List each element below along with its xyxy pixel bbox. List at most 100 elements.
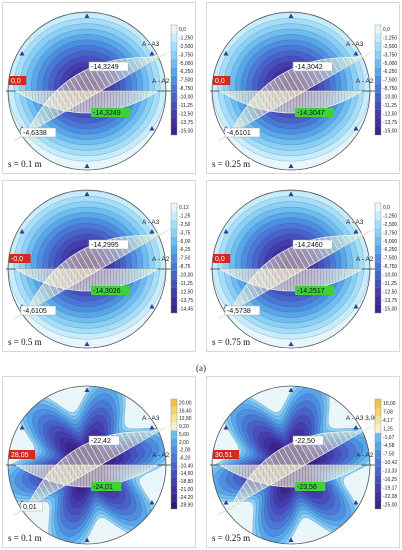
legend-tick-label: 10,00 (383, 401, 396, 407)
value-tag-red: 0,0 (9, 76, 27, 85)
value-tag-max: -14,2995 (88, 239, 129, 250)
svg-text:-14,2517: -14,2517 (297, 288, 325, 295)
legend-tick-label: -7,500 (179, 78, 193, 84)
legend-tick-label: -13,33 (383, 469, 397, 475)
svg-text:-14,3249: -14,3249 (91, 64, 119, 71)
legend-tick-label: -22,08 (383, 494, 397, 500)
legend-tick-label: -6,250 (383, 247, 397, 253)
label-a-a2: A - A2 (356, 78, 374, 85)
contour-panel-3: A - A3 A - A2 -0,0 -14,2995 -14,3026 -4,6105 0… (2, 180, 196, 352)
color-legend: 0,0 -1,250 -2,500 -3,750 -5,000 -6,250 -7,500 -… (374, 202, 397, 314)
legend-tick-label: -21,00 (179, 487, 193, 493)
svg-text:30,51: 30,51 (215, 452, 233, 459)
value-tag-left: -4,6101 (224, 127, 261, 138)
label-a-a2: A - A2 (356, 452, 374, 459)
legend-tick-label: -11,25 (179, 281, 193, 287)
section-diagram-a3 (217, 228, 375, 320)
legend-tick-label: -2,500 (383, 222, 397, 228)
value-tag-max: -14,2460 (292, 239, 333, 250)
contour-plot: A - A3 A - A2 0,0 -14,3249 -14,3249 -4,6338 0,… (6, 11, 193, 171)
legend-tick-label: -3,75 (179, 230, 191, 236)
value-tag-left: -4,6338 (20, 127, 57, 138)
legend-tick-label: 9,20 (179, 424, 189, 430)
value-tag-red: -0,0 (9, 254, 31, 263)
svg-text:-22,42: -22,42 (91, 438, 111, 445)
legend-tick-label: 7,08 (383, 409, 393, 415)
legend-tick-label: -15,00 (383, 306, 397, 312)
legend-tick-label: -10,40 (179, 463, 193, 469)
legend-tick-label: -5,000 (383, 61, 397, 67)
value-tag-max: -22,42 (88, 435, 120, 446)
displacement-label: s = 0.5 m (7, 337, 43, 347)
svg-text:-14,2460: -14,2460 (295, 242, 323, 249)
contour-plot: A - A3 3,00 A - A2 30,51 -22,50 -23,56 10,00 7… (210, 385, 397, 545)
legend-tick-label: -3,750 (179, 52, 193, 58)
legend-tick-label: -4,58 (383, 443, 395, 449)
legend-tick-label: -11,25 (383, 281, 397, 287)
legend-tick-label: -19,17 (383, 486, 397, 492)
legend-tick-label: -12,50 (383, 112, 397, 118)
legend-tick-label: -28,90 (179, 503, 193, 509)
legend-tick-label: -5,000 (383, 239, 397, 245)
contour-plot: A - A3 A - A2 28,05 -22,42 -24,01 0,01 20,0016… (6, 385, 193, 545)
legend-tick-label: -7,50 (383, 452, 395, 458)
legend-tick-label: -7,500 (383, 78, 397, 84)
value-tag-green: -23,56 (295, 482, 326, 491)
legend-tick-label: -6,250 (179, 69, 193, 75)
legend-tick-label: 1,25 (383, 426, 393, 432)
contour-plot: A - A3 A - A2 0,0 -14,2460 -14,2517 -4,5738 0,… (210, 189, 397, 349)
label-a-a3: A - A3 (142, 415, 160, 422)
legend-tick-label: -7,50 (179, 256, 191, 262)
svg-text:28,05: 28,05 (11, 452, 29, 459)
value-tag-red: 0,0 (213, 254, 231, 263)
legend-tick-label: 0,0 (179, 27, 186, 33)
value-tag-green: -14,3249 (91, 108, 131, 117)
contour-plot: A - A3 A - A2 -0,0 -14,2995 -14,3026 -4,6105 0… (6, 189, 193, 349)
legend-tick-label: -1,25 (179, 213, 191, 219)
value-tag-red: 30,51 (213, 450, 239, 459)
contour-panel-5: A - A3 A - A2 28,05 -22,42 -24,01 0,01 20,00 16… (2, 376, 196, 548)
legend-tick-label: -8,75 (179, 264, 191, 270)
legend-tick-label: 0,12 (179, 205, 189, 211)
legend-tick-label: 4,17 (383, 418, 393, 424)
legend-tick-label: -15,00 (179, 128, 193, 134)
legend-tick-label: -12,50 (383, 290, 397, 296)
svg-text:-22,50: -22,50 (295, 438, 315, 445)
displacement-label: s = 0.1 m (7, 533, 43, 543)
value-tag-green: -14,3047 (295, 108, 335, 117)
legend-tick-label: 0,0 (383, 27, 390, 33)
legend-tick-label: -3,750 (383, 52, 397, 58)
contour-panel-2: A - A3 A - A2 0,0 -14,3042 -14,3047 -4,6101 0,… (206, 2, 400, 174)
legend-tick-label: 2,00 (179, 440, 189, 446)
displacement-label: s = 0.1 m (7, 159, 43, 169)
displacement-label: s = 0.25 m (211, 533, 252, 543)
section-diagram-a3 (217, 50, 375, 142)
legend-tick-label: -2,00 (179, 448, 191, 454)
legend-tick-label: 5,60 (179, 432, 189, 438)
legend-tick-label: -5,000 (179, 61, 193, 67)
label-a-a2: A - A2 (356, 256, 374, 263)
label-a-a3: A - A3 3,00 (346, 415, 378, 422)
svg-text:-4,6105: -4,6105 (23, 308, 47, 315)
legend-tick-label: 12,80 (179, 416, 192, 422)
legend-tick-label: -2,50 (179, 222, 191, 228)
svg-text:0,01: 0,01 (23, 504, 37, 511)
legend-tick-label: -13,75 (383, 298, 397, 304)
svg-text:-14,3042: -14,3042 (295, 64, 323, 71)
legend-tick-label: -16,25 (383, 477, 397, 483)
figure-caption: (a) (196, 363, 206, 373)
value-tag-max: -22,50 (292, 435, 324, 446)
legend-tick-label: -13,75 (179, 120, 193, 126)
svg-text:-4,5738: -4,5738 (227, 308, 251, 315)
contour-panel-4: A - A3 A - A2 0,0 -14,2460 -14,2517 -4,5738 0,… (206, 180, 400, 352)
value-tag-green: -14,2517 (295, 286, 335, 295)
color-legend: 0,0 -1,250 -2,500 -3,750 -5,000 -6,250 -7,500 -… (170, 24, 193, 136)
color-legend: 10,00 7,08 4,17 1,25 -1,67 -4,58 -7,50 -10,42 -1… (374, 398, 397, 510)
value-tag-red: 28,05 (9, 450, 35, 459)
svg-text:-0,0: -0,0 (11, 256, 23, 263)
legend-tick-label: -24,20 (179, 495, 193, 501)
section-diagram-a3 (13, 50, 171, 142)
color-legend: 0,0 -1,250 -2,500 -3,750 -5,000 -6,250 -7,500 -… (374, 24, 397, 136)
legend-tick-label: -10,00 (179, 95, 193, 101)
value-tag-green: -14,3026 (91, 286, 131, 295)
